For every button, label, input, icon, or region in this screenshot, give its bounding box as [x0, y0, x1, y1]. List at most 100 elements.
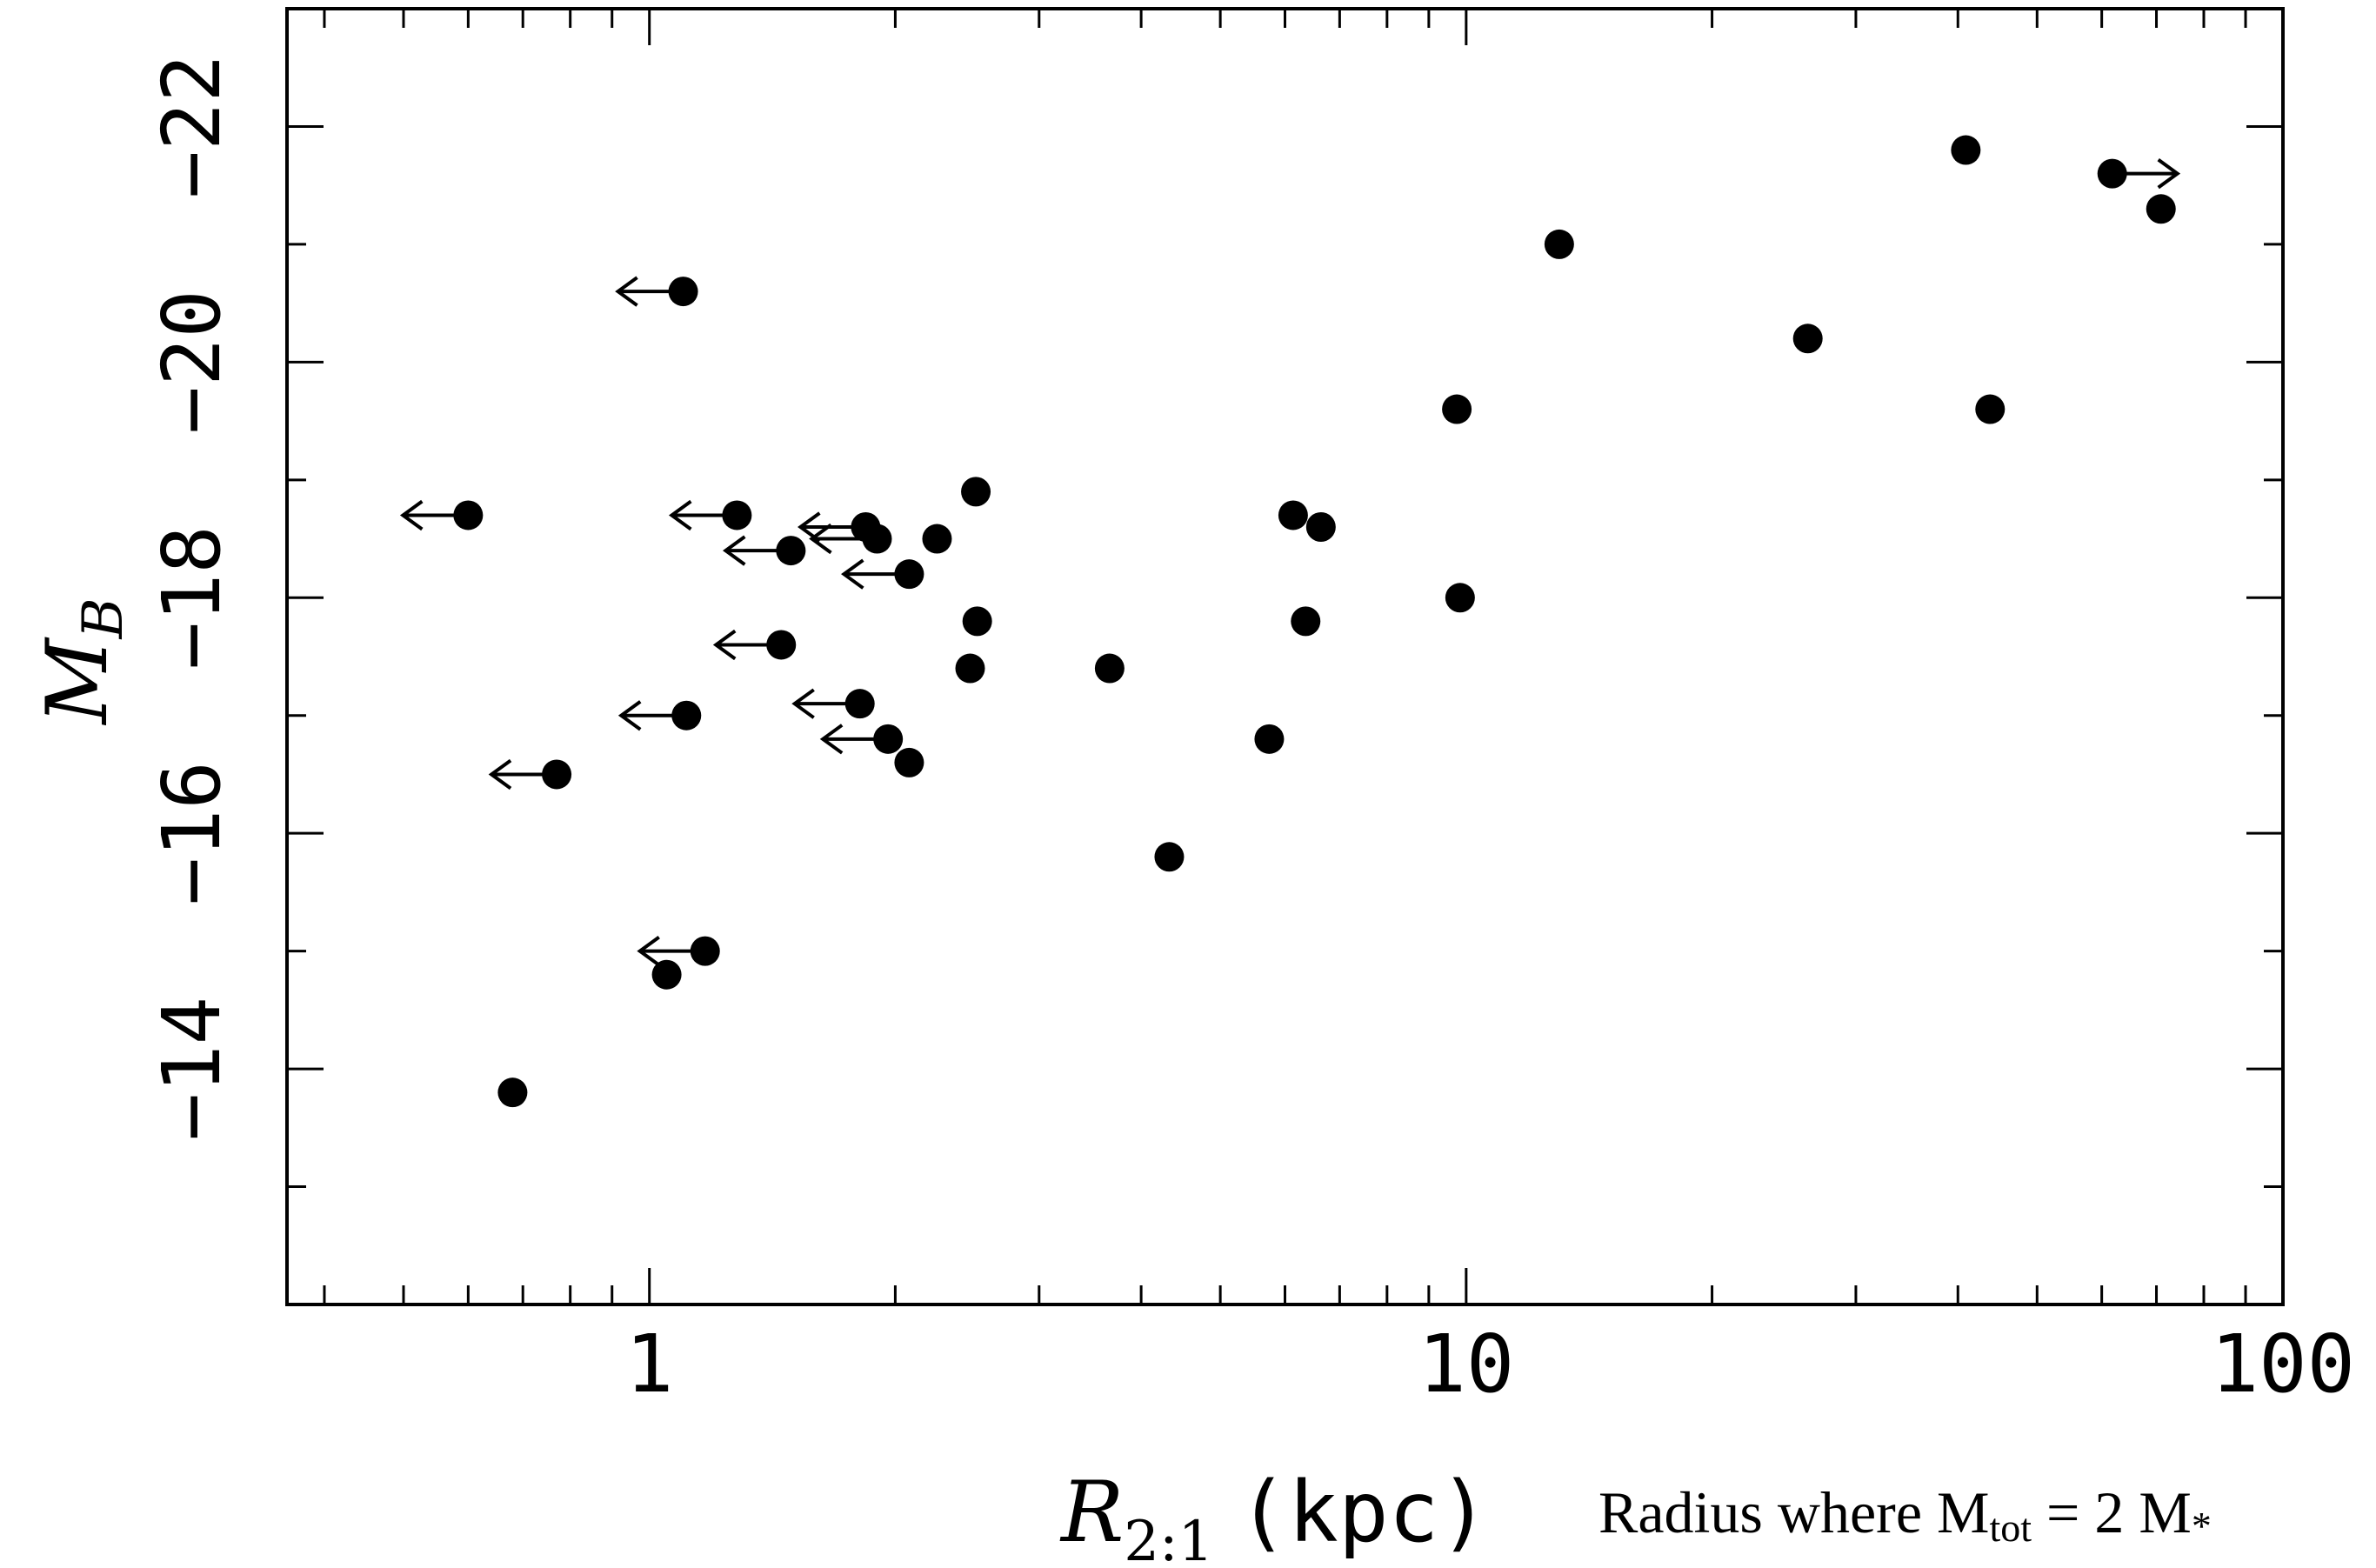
data-point-marker: [922, 524, 952, 554]
data-point-marker: [873, 724, 904, 754]
data-point-marker: [453, 500, 484, 530]
data-point: [399, 499, 484, 531]
x-tick-label: 10: [1418, 1318, 1514, 1411]
data-point-marker: [962, 606, 992, 637]
data-point-marker: [1278, 500, 1308, 530]
data-point-marker: [542, 759, 572, 790]
data-point: [488, 758, 572, 791]
data-point: [841, 558, 924, 590]
data-point: [617, 700, 702, 731]
y-tick-label: −22: [145, 54, 238, 198]
limit-arrow-head: [637, 936, 660, 967]
axis-ticks: [287, 7, 2283, 1306]
data-point: [1305, 512, 1336, 542]
data-point-marker: [961, 477, 991, 507]
limit-arrow-head: [488, 758, 512, 791]
data-point: [1154, 842, 1185, 872]
data-point: [712, 629, 797, 661]
y-tick-label: −18: [145, 525, 238, 670]
data-point-marker: [766, 630, 797, 660]
y-tick-label: −16: [145, 761, 238, 905]
data-point-marker: [1445, 583, 1475, 613]
limit-arrow-head: [2157, 158, 2181, 190]
data-point-marker: [955, 653, 985, 684]
data-point: [922, 524, 952, 554]
limit-arrow-head: [617, 700, 642, 731]
data-point: [819, 724, 904, 755]
x-tick-label: 1: [625, 1318, 673, 1411]
data-point: [637, 936, 720, 967]
data-point-marker: [1305, 512, 1336, 542]
limit-arrow-head: [615, 276, 638, 307]
data-point: [1544, 229, 1574, 259]
data-point: [962, 606, 992, 637]
data-point: [1254, 724, 1285, 754]
data-point: [1094, 653, 1125, 684]
data-point: [2097, 158, 2181, 190]
data-point: [1792, 324, 1823, 354]
data-point: [1442, 394, 1472, 424]
data-point-marker: [497, 1078, 528, 1108]
data-point-marker: [2146, 194, 2176, 224]
y-tick-label: −14: [145, 997, 238, 1141]
y-axis-title-sub: B: [71, 597, 136, 639]
data-point: [668, 499, 752, 531]
data-point: [1291, 606, 1321, 637]
data-point-marker: [1094, 653, 1125, 684]
data-point: [722, 535, 806, 566]
annotation-sub-tot: tot: [1989, 1505, 2032, 1550]
axis-tick-labels: 1 10 100 −14 −16 −18 −20 −22: [145, 54, 2355, 1411]
y-axis-title: MB: [29, 597, 136, 725]
limit-arrow-head: [668, 499, 692, 531]
annotation-sub-star: *: [2192, 1504, 2212, 1548]
data-point-marker: [2097, 158, 2127, 189]
data-point: [791, 688, 875, 719]
data-point-marker: [776, 536, 806, 566]
data-point-marker: [844, 689, 875, 719]
annotation-radius: Radius where Mtot = 2 M*: [1598, 1479, 2212, 1550]
data-point: [1951, 135, 1981, 165]
data-point: [809, 523, 892, 555]
x-tick-label: 100: [2211, 1318, 2355, 1411]
data-point-marker: [1975, 394, 2006, 424]
annotation-mid: = 2 M: [2032, 1479, 2192, 1545]
limit-arrow-head: [809, 523, 832, 555]
data-point: [1445, 583, 1475, 613]
data-point: [1975, 394, 2006, 424]
x-axis-title-sub: 2:1: [1124, 1510, 1213, 1568]
data-point: [894, 747, 924, 777]
data-point-marker: [894, 559, 924, 590]
plot-frame: [285, 7, 2285, 1306]
x-axis-title-unit: (kpc): [1238, 1464, 1489, 1561]
data-point: [2146, 194, 2176, 224]
annotation-prefix: Radius where M: [1598, 1479, 1989, 1545]
data-point-marker: [862, 524, 892, 554]
data-point-marker: [690, 936, 720, 966]
data-point-marker: [651, 959, 682, 990]
data-points: [399, 135, 2181, 1108]
limit-arrow-head: [791, 688, 815, 719]
y-axis-title-main: M: [29, 637, 126, 726]
x-axis-title-main: R: [1059, 1464, 1124, 1561]
data-point: [497, 1078, 528, 1108]
limit-arrow-head: [399, 499, 424, 531]
data-point-marker: [1442, 394, 1472, 424]
data-point-marker: [1254, 724, 1285, 754]
data-point-marker: [894, 747, 924, 777]
data-point: [955, 653, 985, 684]
data-point-marker: [1154, 842, 1185, 872]
x-axis-title: R2:1 (kpc): [1059, 1464, 1489, 1568]
data-point: [1278, 500, 1308, 530]
limit-arrow-head: [841, 558, 864, 590]
limit-arrow-head: [722, 535, 746, 566]
y-tick-label: −20: [145, 290, 238, 434]
data-point: [651, 959, 682, 990]
limit-arrow-head: [819, 724, 844, 755]
data-point: [961, 477, 991, 507]
data-point-marker: [722, 500, 752, 530]
data-point-marker: [1951, 135, 1981, 165]
limit-arrow-head: [712, 629, 737, 661]
data-point-marker: [1792, 324, 1823, 354]
data-point-marker: [1291, 606, 1321, 637]
